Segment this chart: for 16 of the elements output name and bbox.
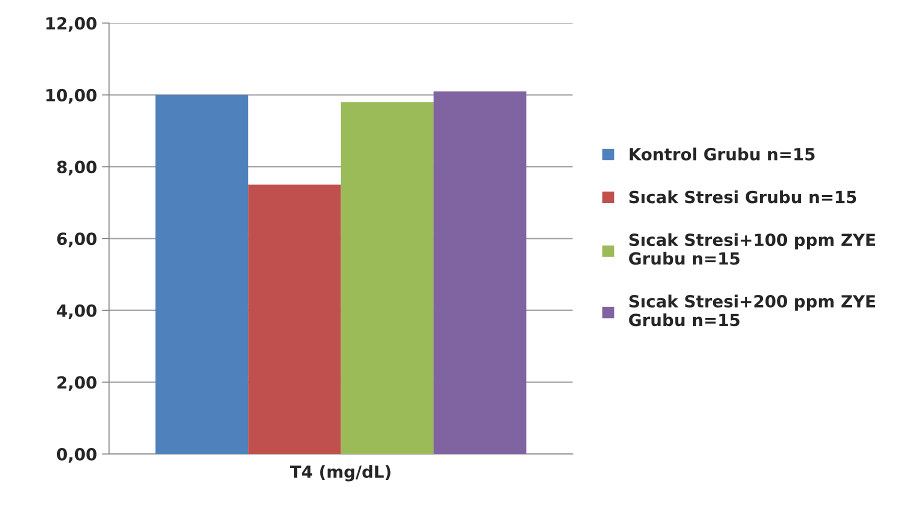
y-tick-label: 12,00 bbox=[46, 17, 96, 32]
legend-label: Kontrol Grubu n=15 bbox=[630, 148, 815, 161]
bar bbox=[248, 184, 341, 454]
legend-label: Sıcak Stresi+100 ppm ZYE Grubu n=15 bbox=[629, 233, 876, 265]
y-tick-label: 0,00 bbox=[56, 448, 96, 463]
y-tick-label: 6,00 bbox=[57, 232, 96, 248]
bar bbox=[340, 102, 434, 454]
y-tick-label: 2,00 bbox=[57, 376, 96, 391]
y-tick-label: 10,00 bbox=[46, 88, 96, 104]
y-tick-label: 8,00 bbox=[57, 160, 96, 176]
bar bbox=[434, 91, 526, 454]
y-tick-label: 4,00 bbox=[56, 304, 96, 320]
legend-label: Sıcak Stresi+200 ppm ZYE Grubu n=15 bbox=[629, 294, 876, 326]
x-tick-label: T4 (mg/dL) bbox=[290, 465, 390, 482]
bar bbox=[155, 94, 248, 454]
legend-label: Sıcak Stresi Grubu n=15 bbox=[629, 190, 856, 204]
